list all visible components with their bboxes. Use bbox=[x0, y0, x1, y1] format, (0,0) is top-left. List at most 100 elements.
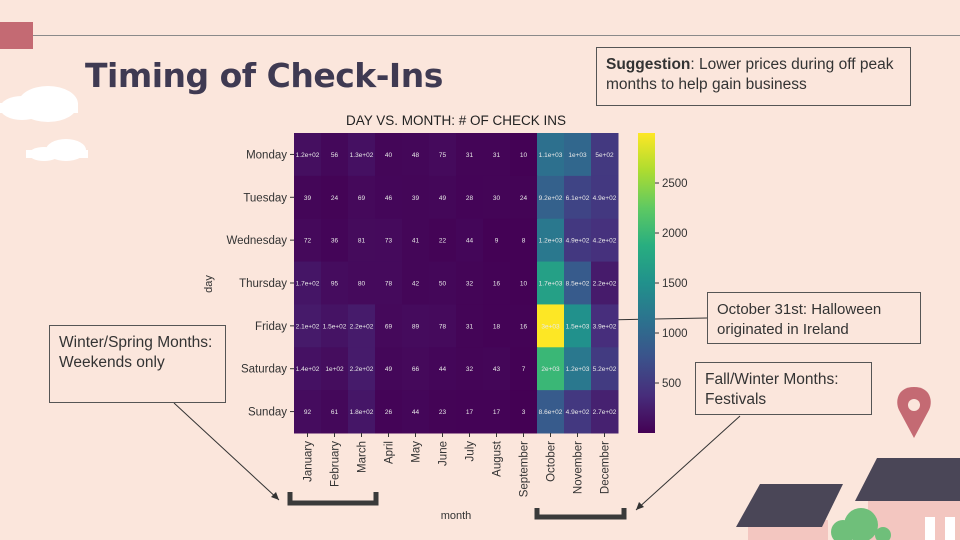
colorbar bbox=[638, 133, 655, 433]
x-tick-label: January bbox=[303, 441, 315, 482]
cell-value-label: 1.4e+02 bbox=[296, 366, 320, 373]
heatmap-cell bbox=[483, 218, 511, 263]
heatmap-cell bbox=[456, 347, 484, 391]
cell-value-label: 4.9e+02 bbox=[593, 195, 617, 202]
cell-value-label: 69 bbox=[358, 195, 366, 202]
cell-value-label: 36 bbox=[331, 238, 339, 245]
chart-title: DAY VS. MONTH: # OF CHECK INS bbox=[346, 113, 566, 128]
cell-value-label: 6.1e+02 bbox=[566, 195, 590, 202]
heatmap-cell bbox=[321, 133, 349, 177]
cell-value-label: 81 bbox=[358, 238, 366, 245]
colorbar-tick-label: 2500 bbox=[662, 178, 688, 190]
heatmap-cell bbox=[375, 390, 403, 434]
cell-value-label: 78 bbox=[439, 323, 447, 330]
heatmap-cell bbox=[456, 175, 484, 220]
cell-value-label: 24 bbox=[520, 195, 528, 202]
heatmap-cell bbox=[294, 133, 322, 177]
cell-value-label: 48 bbox=[412, 152, 420, 159]
heatmap-cell bbox=[591, 347, 619, 391]
cell-value-label: 80 bbox=[358, 281, 366, 288]
cell-value-label: 7 bbox=[522, 366, 526, 373]
cell-value-label: 2.2e+02 bbox=[350, 323, 374, 330]
cell-value-label: 32 bbox=[466, 366, 474, 373]
cell-value-label: 56 bbox=[331, 152, 339, 159]
heatmap-cell bbox=[348, 133, 376, 177]
houses-illustration bbox=[736, 458, 960, 540]
heatmap-cell bbox=[564, 347, 592, 391]
cell-value-label: 46 bbox=[385, 195, 393, 202]
x-axis-label: month bbox=[441, 510, 472, 522]
cell-value-label: 1e+02 bbox=[325, 366, 344, 373]
halloween-callout: October 31st: Halloween originated in Ir… bbox=[707, 292, 921, 344]
cell-value-label: 49 bbox=[439, 195, 447, 202]
heatmap-cell bbox=[429, 390, 457, 434]
cell-value-label: 2.7e+02 bbox=[593, 409, 617, 416]
cell-value-label: 16 bbox=[493, 281, 501, 288]
cell-value-label: 66 bbox=[412, 366, 420, 373]
colorbar-tick-label: 500 bbox=[662, 378, 681, 390]
cell-value-label: 2e+03 bbox=[541, 366, 560, 373]
cell-value-label: 8 bbox=[522, 238, 526, 245]
heatmap-cell bbox=[537, 347, 565, 391]
cell-value-label: 9 bbox=[495, 238, 499, 245]
heatmap-cell bbox=[321, 218, 349, 263]
cell-value-label: 41 bbox=[412, 238, 420, 245]
heatmap-cell bbox=[294, 218, 322, 263]
colorbar-tick-label: 1000 bbox=[662, 328, 688, 340]
x-tick-label: August bbox=[492, 440, 504, 477]
x-tick-label: May bbox=[411, 441, 423, 463]
heatmap-cell bbox=[321, 390, 349, 434]
heatmap-cell bbox=[537, 390, 565, 434]
heatmap-cell bbox=[591, 218, 619, 263]
heatmap-cell bbox=[591, 175, 619, 220]
heatmap-cell bbox=[510, 133, 538, 177]
cell-value-label: 10 bbox=[520, 152, 528, 159]
heatmap-cell bbox=[510, 304, 538, 348]
heatmap-cell bbox=[294, 390, 322, 434]
heatmap-cell bbox=[402, 218, 430, 263]
cell-value-label: 31 bbox=[466, 152, 474, 159]
heatmap-cell bbox=[429, 218, 457, 263]
cell-value-label: 16 bbox=[520, 323, 528, 330]
cell-value-label: 4.9e+02 bbox=[566, 238, 590, 245]
cell-value-label: 1.7e+03 bbox=[539, 281, 563, 288]
cell-value-label: 17 bbox=[466, 409, 474, 416]
cell-value-label: 92 bbox=[304, 409, 312, 416]
heatmap-cell bbox=[510, 175, 538, 220]
x-tick-label: November bbox=[573, 441, 585, 494]
heatmap-cell bbox=[591, 304, 619, 348]
cell-value-label: 49 bbox=[385, 366, 393, 373]
suggestion-text: : Lower prices during off peak months to… bbox=[606, 56, 894, 93]
heatmap-cell bbox=[564, 133, 592, 177]
cell-value-label: 44 bbox=[466, 238, 474, 245]
cell-value-label: 4.2e+02 bbox=[593, 238, 617, 245]
cell-value-label: 1.1e+03 bbox=[539, 152, 563, 159]
page-title: Timing of Check-Ins bbox=[85, 56, 443, 95]
cell-value-label: 75 bbox=[439, 152, 447, 159]
cell-value-label: 42 bbox=[412, 281, 420, 288]
cell-value-label: 44 bbox=[412, 409, 420, 416]
heatmap-cell bbox=[429, 133, 457, 177]
cell-value-label: 1.8e+02 bbox=[350, 409, 374, 416]
heatmap-cell bbox=[510, 218, 538, 263]
heatmap-cell bbox=[483, 390, 511, 434]
heatmap-cell bbox=[591, 133, 619, 177]
cell-value-label: 3.9e+02 bbox=[593, 323, 617, 330]
cell-value-label: 44 bbox=[439, 366, 447, 373]
heatmap-cell bbox=[402, 390, 430, 434]
heatmap-cell bbox=[294, 347, 322, 391]
winter-pointer-line bbox=[173, 402, 280, 501]
heatmap-cell bbox=[294, 175, 322, 220]
x-tick-label: March bbox=[357, 441, 369, 473]
heatmap-cell bbox=[564, 390, 592, 434]
heatmap-cell bbox=[321, 175, 349, 220]
heatmap-cell bbox=[294, 304, 322, 348]
heatmap-cell bbox=[348, 390, 376, 434]
cell-value-label: 1.7e+02 bbox=[296, 281, 320, 288]
heatmap-cell bbox=[321, 304, 349, 348]
cell-value-label: 31 bbox=[466, 323, 474, 330]
heatmap-cell bbox=[321, 261, 349, 305]
cell-value-label: 5.2e+02 bbox=[593, 366, 617, 373]
